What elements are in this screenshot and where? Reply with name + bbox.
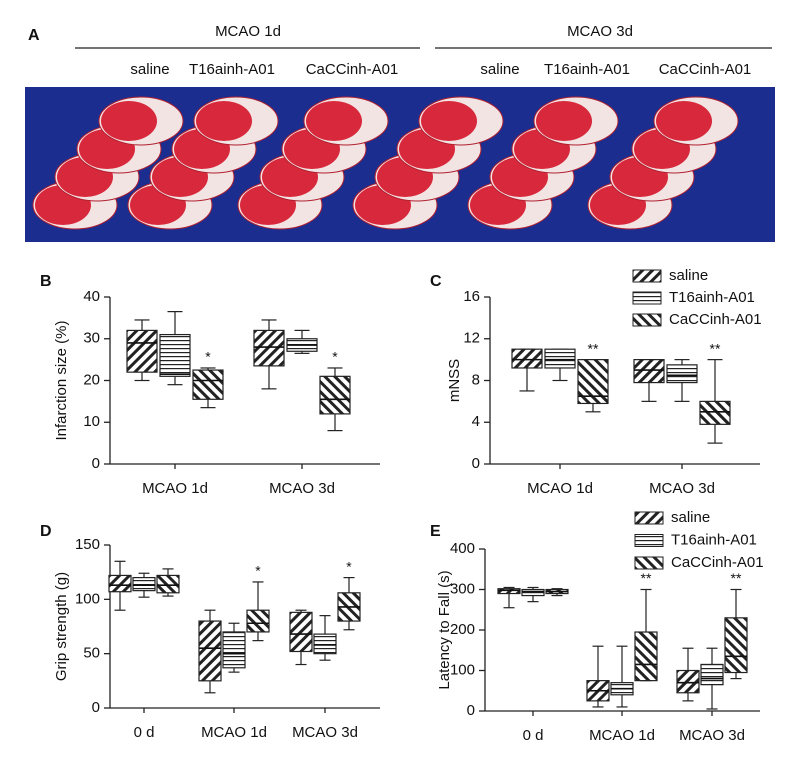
legend-label: T16ainh-A01	[671, 531, 757, 548]
box	[159, 333, 191, 377]
x-tick-label: MCAO 3d	[269, 480, 335, 497]
box	[156, 574, 180, 594]
significance-mark: **	[641, 570, 652, 586]
significance-mark: **	[731, 570, 742, 586]
y-tick-label: 0	[92, 455, 100, 472]
x-tick-label: MCAO 1d	[527, 480, 593, 497]
box	[246, 609, 270, 633]
significance-mark: *	[255, 563, 261, 579]
legend-label: saline	[669, 267, 708, 284]
box	[497, 588, 521, 595]
box	[666, 364, 698, 384]
slice-stain	[656, 101, 712, 141]
y-tick-label: 400	[450, 540, 475, 557]
y-tick-label: 0	[92, 699, 100, 716]
condition-label: CaCCinh-A01	[306, 61, 399, 78]
significance-mark: *	[332, 349, 338, 365]
slice-stain	[306, 101, 362, 141]
box	[313, 633, 337, 655]
x-tick-label: MCAO 3d	[679, 727, 745, 744]
box	[108, 574, 132, 593]
box	[724, 617, 748, 674]
brain-slices	[32, 96, 739, 230]
legend-swatch	[634, 511, 664, 525]
box	[511, 348, 543, 369]
y-tick-label: 100	[75, 590, 100, 607]
y-tick-label: 50	[83, 645, 100, 662]
y-axis-label: Grip strength (g)	[53, 572, 70, 681]
significance-mark: **	[588, 340, 599, 356]
box	[521, 588, 545, 597]
x-tick-label: MCAO 3d	[649, 480, 715, 497]
significance-mark: *	[205, 349, 211, 365]
condition-label: saline	[130, 61, 169, 78]
y-axis-label: Infarction size (%)	[53, 320, 70, 440]
x-tick-label: 0 d	[523, 727, 544, 744]
y-tick-label: 20	[83, 371, 100, 388]
legend-swatch	[634, 556, 664, 570]
box	[676, 669, 700, 694]
legend-swatch	[634, 534, 664, 547]
condition-label: CaCCinh-A01	[659, 61, 752, 78]
legend-label: saline	[671, 509, 710, 526]
legend-label: CaCCinh-A01	[669, 311, 762, 328]
y-tick-label: 150	[75, 536, 100, 553]
x-tick-label: MCAO 1d	[589, 727, 655, 744]
significance-mark: *	[346, 558, 352, 574]
y-tick-label: 0	[467, 702, 475, 719]
box	[544, 348, 576, 369]
box	[319, 375, 351, 415]
slice-stain	[101, 101, 157, 141]
group-label: MCAO 3d	[567, 23, 633, 40]
condition-label: saline	[480, 61, 519, 78]
x-tick-label: 0 d	[134, 724, 155, 741]
box	[633, 359, 665, 384]
condition-label: T16ainh-A01	[544, 61, 630, 78]
box	[126, 329, 158, 373]
condition-label: T16ainh-A01	[189, 61, 275, 78]
significance-mark: **	[710, 340, 721, 356]
panel-letter: A	[28, 27, 40, 44]
y-tick-label: 300	[450, 580, 475, 597]
panel-letter: C	[430, 273, 442, 290]
legend-label: T16ainh-A01	[669, 289, 755, 306]
x-tick-label: MCAO 1d	[201, 724, 267, 741]
box	[634, 631, 658, 682]
legend-swatch	[632, 291, 662, 305]
slice-stain	[196, 101, 252, 141]
box	[192, 369, 224, 400]
panel-letter: B	[40, 273, 52, 290]
box	[700, 663, 724, 686]
panel-letter: E	[430, 523, 441, 540]
box	[222, 631, 246, 669]
y-tick-label: 12	[463, 330, 480, 347]
group-label: MCAO 1d	[215, 23, 281, 40]
box	[699, 400, 731, 425]
slice-stain	[536, 101, 592, 141]
y-tick-label: 16	[463, 288, 480, 305]
y-tick-label: 10	[83, 413, 100, 430]
y-tick-label: 200	[450, 621, 475, 638]
y-axis-label: Latency to Fall (s)	[436, 570, 453, 689]
box	[198, 620, 222, 682]
legend-swatch	[632, 313, 662, 327]
x-tick-label: MCAO 1d	[142, 480, 208, 497]
slice-stain	[421, 101, 477, 141]
legend-swatch	[632, 269, 662, 283]
x-tick-label: MCAO 3d	[292, 724, 358, 741]
panel-letter: D	[40, 523, 52, 540]
legend-label: CaCCinh-A01	[671, 554, 764, 571]
box	[132, 576, 156, 592]
box	[289, 611, 313, 653]
box	[253, 329, 285, 367]
y-tick-label: 40	[83, 288, 100, 305]
y-tick-label: 8	[472, 371, 480, 388]
y-tick-label: 30	[83, 330, 100, 347]
y-tick-label: 4	[472, 413, 480, 430]
y-axis-label: mNSS	[446, 359, 463, 402]
y-tick-label: 0	[472, 455, 480, 472]
y-tick-label: 100	[450, 661, 475, 678]
